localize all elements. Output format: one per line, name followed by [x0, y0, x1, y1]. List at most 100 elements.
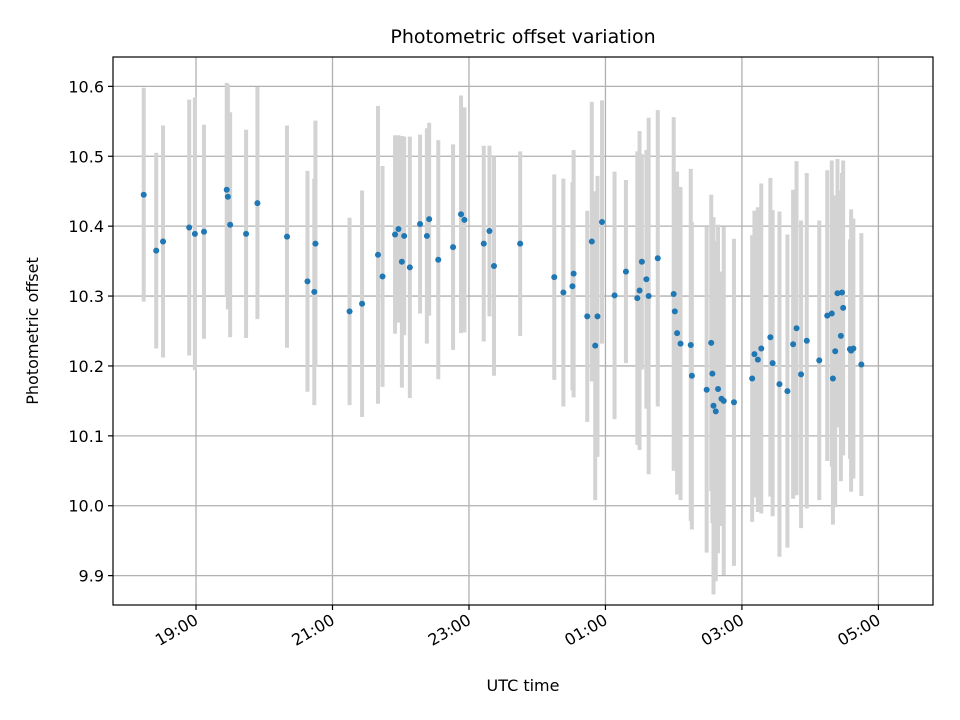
- data-point: [560, 289, 567, 296]
- data-point: [622, 268, 629, 275]
- data-point: [832, 348, 839, 355]
- data-point: [374, 251, 381, 258]
- data-point: [312, 240, 319, 247]
- data-point: [450, 244, 457, 251]
- data-point: [677, 340, 684, 347]
- data-point: [709, 370, 716, 377]
- y-tick-label: 9.9: [79, 567, 104, 586]
- data-point: [359, 300, 366, 307]
- data-point: [634, 295, 641, 302]
- data-point: [839, 289, 846, 296]
- data-point: [588, 238, 595, 245]
- data-point: [140, 191, 147, 198]
- data-point: [710, 402, 717, 409]
- data-point: [435, 256, 442, 263]
- data-point: [570, 270, 577, 277]
- data-point: [829, 375, 836, 382]
- data-point: [670, 290, 677, 297]
- data-point: [776, 381, 783, 388]
- data-point: [769, 360, 776, 367]
- data-point: [458, 211, 465, 218]
- data-point: [461, 216, 468, 223]
- data-point: [398, 258, 405, 265]
- data-point: [793, 325, 800, 332]
- data-point: [749, 375, 756, 382]
- data-point: [708, 339, 715, 346]
- data-point: [674, 330, 681, 337]
- data-point: [803, 337, 810, 344]
- data-point: [850, 345, 857, 352]
- y-tick-label: 10.2: [68, 357, 104, 376]
- y-axis-title: Photometric offset: [23, 257, 42, 405]
- data-point: [551, 274, 558, 281]
- data-point: [186, 224, 193, 231]
- data-point: [730, 399, 737, 406]
- y-tick-label: 10.0: [68, 497, 104, 516]
- data-point: [611, 292, 618, 299]
- y-tick-label: 10.5: [68, 147, 104, 166]
- data-point: [638, 258, 645, 265]
- data-point: [223, 186, 230, 193]
- y-tick-label: 10.3: [68, 287, 104, 306]
- data-point: [720, 397, 727, 404]
- data-point: [417, 221, 424, 228]
- data-point: [837, 332, 844, 339]
- data-point: [392, 231, 399, 238]
- data-point: [284, 233, 291, 240]
- data-point: [790, 341, 797, 348]
- data-point: [243, 230, 250, 237]
- y-tick-label: 10.6: [68, 77, 104, 96]
- data-point: [584, 313, 591, 320]
- plot-frame: [112, 56, 934, 606]
- data-point: [840, 304, 847, 311]
- data-point: [224, 193, 231, 200]
- data-point: [824, 312, 831, 319]
- data-point: [346, 308, 353, 315]
- data-point: [401, 232, 408, 239]
- data-point: [517, 240, 524, 247]
- data-point: [304, 278, 311, 285]
- data-point: [671, 308, 678, 315]
- data-point: [426, 216, 433, 223]
- data-point: [712, 408, 719, 415]
- data-point: [379, 273, 386, 280]
- data-point: [395, 225, 402, 232]
- data-point: [834, 290, 841, 297]
- data-point: [798, 371, 805, 378]
- data-point: [754, 356, 761, 363]
- data-point: [406, 264, 413, 271]
- data-point: [767, 334, 774, 341]
- y-axis: 9.9 10.0 10.1 10.2 10.3 10.4 10.5 10.6: [68, 77, 113, 586]
- data-point-layer: [140, 186, 865, 415]
- data-point: [486, 228, 493, 235]
- data-point: [592, 342, 599, 349]
- data-point: [784, 388, 791, 395]
- data-point: [687, 341, 694, 348]
- y-tick-label: 10.1: [68, 427, 104, 446]
- data-point: [751, 351, 758, 358]
- data-point: [490, 262, 497, 269]
- data-point: [569, 283, 576, 290]
- data-point: [645, 293, 652, 300]
- data-point: [311, 288, 318, 295]
- data-point: [599, 218, 606, 225]
- data-point: [643, 276, 650, 283]
- data-point: [816, 357, 823, 364]
- chart-title: Photometric offset variation: [390, 26, 655, 48]
- data-point: [828, 310, 835, 317]
- data-point: [654, 255, 661, 262]
- data-point: [594, 313, 601, 320]
- data-point: [160, 238, 167, 245]
- data-point: [191, 230, 198, 237]
- data-point: [153, 247, 160, 254]
- data-point: [715, 386, 722, 393]
- data-point: [423, 232, 430, 239]
- data-point: [227, 221, 234, 228]
- y-tick-label: 10.4: [68, 217, 104, 236]
- x-axis-title: UTC time: [487, 676, 560, 695]
- data-point: [703, 386, 710, 393]
- data-point: [480, 240, 487, 247]
- data-point: [636, 287, 643, 294]
- data-point: [200, 228, 207, 235]
